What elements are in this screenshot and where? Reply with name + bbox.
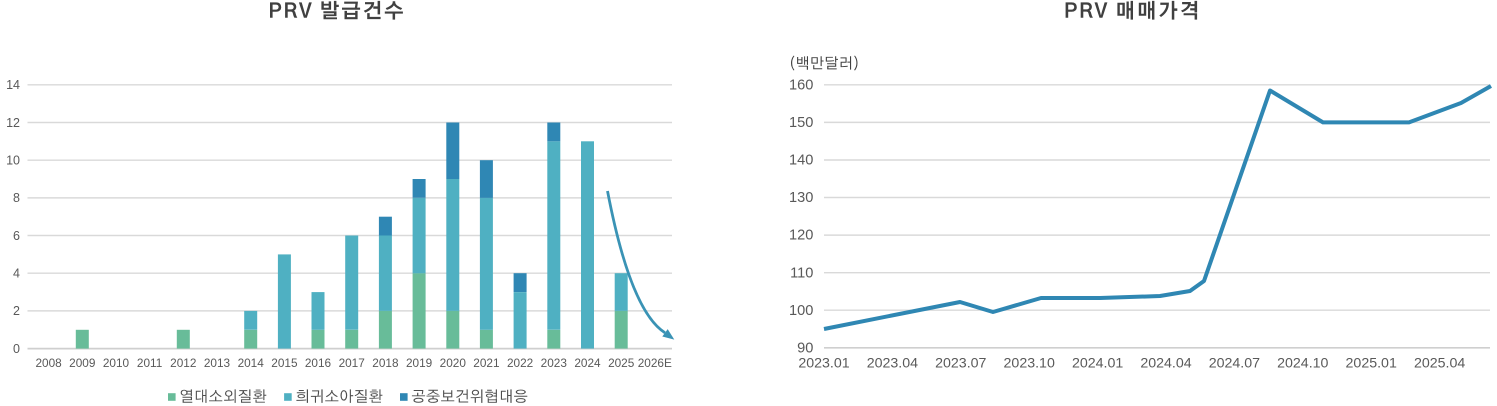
svg-text:150: 150 [789, 115, 813, 131]
svg-text:140: 140 [789, 153, 813, 169]
svg-text:2026E: 2026E [638, 356, 672, 370]
svg-text:2023: 2023 [541, 356, 568, 370]
svg-text:2015: 2015 [271, 356, 298, 370]
svg-text:10: 10 [6, 154, 20, 168]
svg-text:2019: 2019 [406, 356, 432, 370]
svg-text:100: 100 [789, 303, 813, 319]
svg-text:2024.10: 2024.10 [1277, 356, 1328, 372]
svg-text:2018: 2018 [372, 356, 399, 370]
svg-text:2008: 2008 [35, 356, 62, 370]
svg-text:130: 130 [789, 190, 813, 206]
svg-text:2023.04: 2023.04 [867, 356, 918, 372]
svg-text:2014: 2014 [238, 356, 265, 370]
svg-text:2013: 2013 [204, 356, 231, 370]
svg-text:2017: 2017 [339, 356, 365, 370]
svg-text:2021: 2021 [473, 356, 499, 370]
svg-text:2025.04: 2025.04 [1414, 356, 1465, 372]
svg-text:2: 2 [13, 304, 20, 318]
svg-text:2025.01: 2025.01 [1346, 356, 1397, 372]
svg-text:2023.01: 2023.01 [798, 356, 849, 372]
svg-text:12: 12 [6, 116, 20, 130]
svg-text:2022: 2022 [507, 356, 533, 370]
svg-text:160: 160 [789, 77, 813, 93]
svg-text:2024: 2024 [574, 356, 601, 370]
svg-text:110: 110 [790, 265, 813, 281]
svg-text:2009: 2009 [69, 356, 95, 370]
svg-text:8: 8 [13, 191, 20, 205]
svg-text:2011: 2011 [137, 356, 162, 370]
svg-text:6: 6 [13, 229, 20, 243]
svg-text:2020: 2020 [440, 356, 467, 370]
svg-text:2023.10: 2023.10 [1004, 356, 1055, 372]
svg-text:4: 4 [13, 267, 20, 281]
svg-text:2012: 2012 [170, 356, 196, 370]
svg-text:2024.04: 2024.04 [1140, 356, 1191, 372]
svg-text:2024.01: 2024.01 [1072, 356, 1123, 372]
svg-text:2025: 2025 [608, 356, 635, 370]
svg-text:2024.07: 2024.07 [1209, 356, 1260, 372]
svg-text:0: 0 [13, 342, 20, 356]
svg-text:90: 90 [797, 340, 813, 356]
svg-text:2010: 2010 [103, 356, 130, 370]
svg-text:120: 120 [789, 228, 813, 244]
svg-text:2023.07: 2023.07 [935, 356, 986, 372]
svg-text:14: 14 [6, 78, 20, 92]
svg-text:2016: 2016 [305, 356, 332, 370]
